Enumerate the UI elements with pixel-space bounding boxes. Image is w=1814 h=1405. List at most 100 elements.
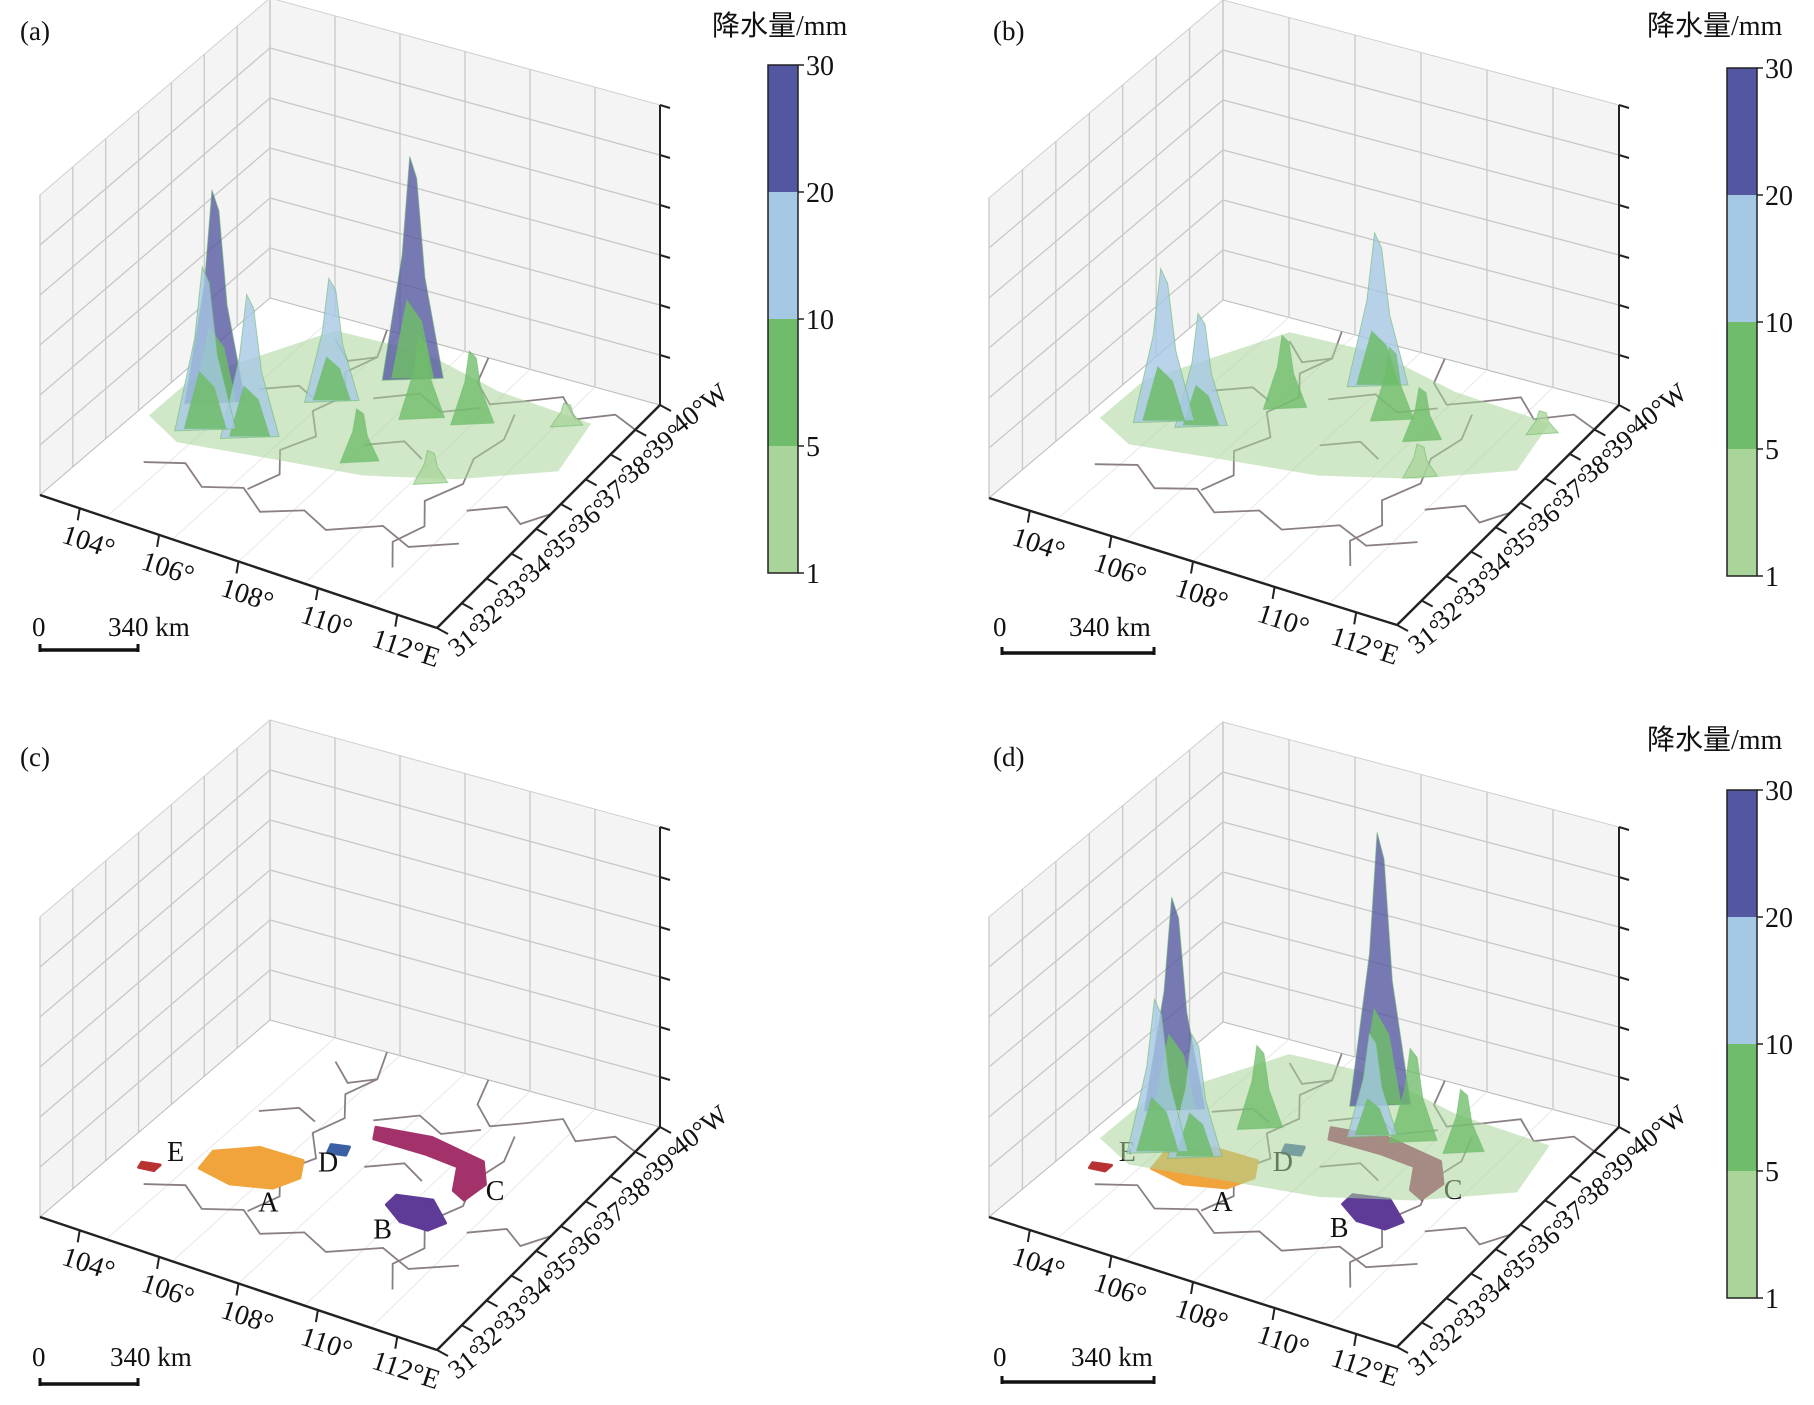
z-axis-tick <box>1618 204 1630 209</box>
gridline <box>39 769 661 968</box>
colorbar-tick-label: 20 <box>1765 903 1793 934</box>
gridline <box>39 47 661 246</box>
y-axis-tick <box>560 503 573 511</box>
y-axis-tick <box>1569 453 1582 461</box>
scale-bar-length: 340 km <box>1069 612 1151 642</box>
region-label-e: E <box>167 1137 184 1168</box>
region-label-a: A <box>258 1188 279 1219</box>
colorbar-segment <box>768 65 798 192</box>
y-axis-tick <box>1618 404 1631 412</box>
precip-peak <box>1442 1088 1485 1155</box>
colorbar-segment <box>1727 68 1757 195</box>
y-axis-tick <box>1519 1223 1532 1232</box>
x-axis-tick <box>156 534 161 548</box>
y-axis-tick <box>1544 477 1557 486</box>
province-boundary <box>143 461 460 548</box>
region-a <box>197 1145 305 1190</box>
colorbar-segment <box>1727 195 1757 322</box>
province-boundary <box>247 1051 388 1212</box>
precip-peaks <box>1132 231 1560 479</box>
precip-peak <box>549 402 584 428</box>
colorbar-tick-label: 1 <box>1765 1284 1779 1315</box>
z-axis-tick <box>1618 926 1630 931</box>
y-axis-tick <box>1470 550 1483 559</box>
z-axis-tick <box>1618 254 1630 259</box>
y-axis-tick <box>560 1225 573 1233</box>
province-boundary <box>391 1136 516 1290</box>
x-axis-tick <box>314 1309 319 1323</box>
colorbar: 1 5 10 20 30 <box>1726 776 1793 1315</box>
x-tick-label: 106° <box>1090 1267 1150 1313</box>
y-axis-tick <box>1519 501 1532 510</box>
colorbar-segment <box>1727 449 1757 576</box>
region-b <box>384 1193 448 1232</box>
gridline <box>988 199 1620 399</box>
x-tick-label: 104° <box>1008 522 1068 568</box>
precip-base <box>1099 1054 1550 1201</box>
z-axis-tick <box>659 104 671 109</box>
region-e <box>1088 1161 1113 1173</box>
region-label-c: C <box>486 1176 505 1207</box>
y-axis-tick <box>461 602 474 611</box>
z-axis-tick <box>659 354 671 359</box>
panel-label: (d) <box>993 742 1025 772</box>
y-axis-line <box>1396 404 1620 626</box>
province-boundary <box>1424 1226 1511 1246</box>
province-boundary <box>334 1061 378 1084</box>
x-tick-label: 104° <box>58 519 118 565</box>
province-boundary <box>476 1079 636 1153</box>
colorbar-title: 降水量/mm <box>712 11 848 42</box>
z-axis-tick <box>1618 1076 1630 1081</box>
precip-base-area <box>1099 332 1550 479</box>
y-axis-tick <box>1495 1248 1508 1257</box>
panel-b-plot: 104°106°108°110° 112°E 31°32°33°34°35°36°3… <box>987 0 1793 672</box>
x-tick-label: 108° <box>1172 572 1232 618</box>
gridline <box>988 249 1620 449</box>
y-axis-tick <box>585 478 598 487</box>
floor-gridline <box>370 1108 596 1329</box>
x-tick-label: 112°E <box>1327 1342 1402 1393</box>
x-axis-tick <box>394 1336 399 1349</box>
gridline <box>988 149 1620 349</box>
z-axis-tick <box>1618 976 1630 981</box>
y-tick-label: 40°W <box>1624 377 1693 440</box>
gridlines <box>988 0 1620 498</box>
y-axis-tick <box>1618 1126 1631 1134</box>
precip-peak <box>412 449 449 486</box>
x-axis-tick <box>1190 1281 1194 1295</box>
colorbar: 1 5 10 20 30 <box>1726 54 1793 593</box>
y-axis-tick <box>1396 1346 1409 1354</box>
province-boundary <box>466 1228 552 1248</box>
x-tick-label: 110° <box>297 599 356 645</box>
x-axis-tick <box>1026 510 1031 523</box>
region-d <box>326 1143 351 1157</box>
precip-peak-band <box>183 370 227 429</box>
colorbar-tick-label: 30 <box>806 51 834 82</box>
panel-label: (a) <box>20 16 50 46</box>
precip-peak <box>1388 1047 1438 1144</box>
x-tick-label: 110° <box>1254 1319 1313 1365</box>
province-boundary <box>364 1162 423 1182</box>
x-tick-label: 104° <box>58 1241 118 1287</box>
colorbar-tick-label: 10 <box>1765 308 1793 339</box>
z-axis-tick <box>659 876 671 881</box>
y-axis-tick <box>1569 1175 1582 1183</box>
z-axis-tick <box>1618 876 1630 881</box>
panel-d: 104° 106° 108° 110° 112°E 31° 32° 33° 34° 35° 36° 3… <box>907 702 1814 1404</box>
z-axis-tick <box>1618 1026 1630 1031</box>
x-tick-label: 110° <box>297 1321 356 1367</box>
y-axis-tick <box>1421 1321 1434 1330</box>
x-axis-tick <box>76 508 81 521</box>
scale-bar-zero: 0 <box>993 612 1007 642</box>
x-axis-tick <box>314 587 319 601</box>
z-axis-tick <box>659 1076 671 1081</box>
precip-peak-band <box>312 356 351 401</box>
y-axis-tick <box>1544 1199 1557 1208</box>
gridline <box>988 49 1620 249</box>
precip-peak <box>381 156 444 381</box>
colorbar-segment <box>1727 917 1757 1044</box>
y-axis-tick <box>535 528 548 536</box>
floor-gridline <box>105 1037 336 1240</box>
panel-b: 104° 106° 108° 110° 112°E 31° 32° 33° 34° 35° 36° 3… <box>907 0 1814 702</box>
y-axis-tick <box>659 1126 672 1134</box>
